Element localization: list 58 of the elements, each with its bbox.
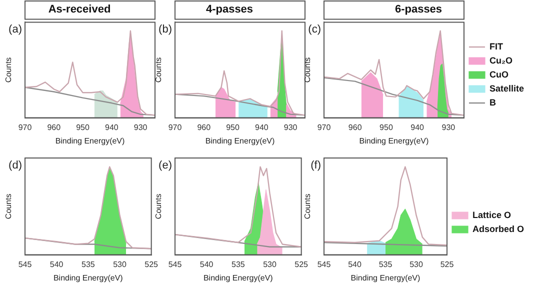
y-axis-title: Counts bbox=[303, 194, 312, 220]
chart-title: As-received bbox=[48, 4, 111, 16]
x-axis-title: Binding Energy(eV) bbox=[53, 273, 124, 282]
x-tick-label: 530 bbox=[410, 260, 424, 269]
chart-title: 4-passes bbox=[206, 4, 254, 16]
x-tick-label: 950 bbox=[380, 122, 394, 132]
x-tick-label: 940 bbox=[410, 122, 425, 132]
x-axis-title: Binding Energy(eV) bbox=[203, 273, 274, 282]
chart-title: 6-passes bbox=[394, 4, 442, 16]
y-axis-title: Counts bbox=[303, 57, 312, 83]
text: (a) bbox=[8, 24, 22, 36]
x-tick-label: 960 bbox=[348, 122, 362, 132]
legend-label: Lattice O bbox=[472, 210, 512, 220]
text: (b) bbox=[158, 24, 172, 36]
x-tick-label: 545 bbox=[18, 260, 32, 269]
legend-label: Satellite bbox=[489, 83, 524, 94]
text: (c) bbox=[308, 24, 321, 36]
x-tick-label: 525 bbox=[144, 260, 159, 269]
text: (e) bbox=[158, 160, 172, 172]
x-tick-label: 960 bbox=[197, 122, 212, 132]
text: (d) bbox=[8, 160, 22, 172]
legend-label: CuO bbox=[489, 69, 508, 80]
y-axis-title: Counts bbox=[4, 194, 14, 220]
x-tick-label: 545 bbox=[317, 260, 332, 269]
x-tick-label: 535 bbox=[231, 260, 246, 269]
x-axis-title: Binding Energy(eV) bbox=[205, 136, 276, 146]
x-tick-label: 930 bbox=[442, 122, 456, 132]
x-tick-label: 540 bbox=[348, 260, 362, 269]
x-tick-label: 545 bbox=[168, 260, 182, 269]
x-tick-label: 940 bbox=[104, 122, 119, 132]
x-tick-label: 950 bbox=[76, 122, 90, 132]
x-axis-title: Binding Energy(eV) bbox=[55, 136, 126, 146]
x-tick-label: 940 bbox=[254, 122, 269, 132]
x-tick-label: 530 bbox=[113, 260, 127, 269]
x-tick-label: 970 bbox=[18, 122, 32, 132]
x-tick-label: 525 bbox=[440, 260, 454, 269]
y-axis-title: Counts bbox=[154, 57, 164, 83]
legend-label: Cu₂O bbox=[489, 55, 512, 66]
x-tick-label: 530 bbox=[263, 260, 277, 269]
text: (f) bbox=[310, 160, 321, 172]
x-tick-label: 540 bbox=[50, 260, 64, 269]
x-tick-label: 535 bbox=[81, 260, 96, 269]
x-tick-label: 540 bbox=[200, 260, 214, 269]
x-axis-title: Binding Energy(eV) bbox=[350, 273, 421, 282]
x-tick-label: 535 bbox=[378, 260, 393, 269]
x-tick-label: 525 bbox=[294, 260, 309, 269]
x-tick-label: 930 bbox=[284, 122, 298, 132]
x-tick-label: 950 bbox=[226, 122, 240, 132]
x-tick-label: 970 bbox=[168, 122, 182, 132]
y-axis-title: Counts bbox=[154, 194, 164, 220]
legend-label: Adsorbed O bbox=[472, 224, 524, 234]
legend-label: B bbox=[489, 97, 496, 108]
y-axis-title: Counts bbox=[4, 57, 14, 83]
legend-label: FIT bbox=[489, 41, 504, 52]
x-tick-label: 930 bbox=[134, 122, 148, 132]
x-tick-label: 970 bbox=[317, 122, 332, 132]
x-axis-title: Binding Energy(eV) bbox=[359, 136, 430, 146]
x-tick-label: 960 bbox=[47, 122, 62, 132]
